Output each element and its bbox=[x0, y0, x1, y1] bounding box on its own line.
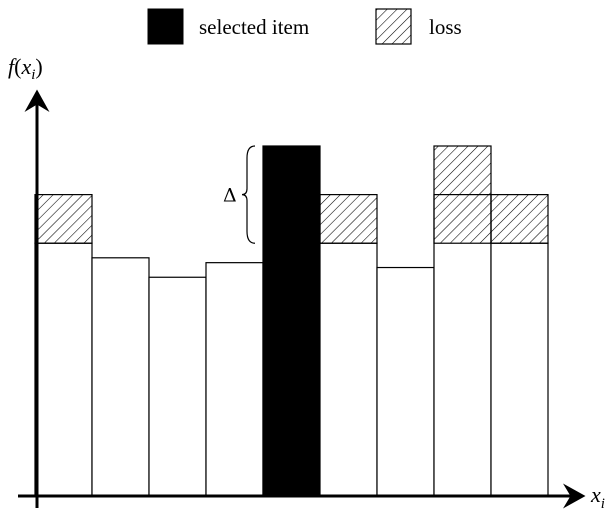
y-axis-label-var: x bbox=[20, 54, 31, 79]
y-axis-label-open-paren: ( bbox=[14, 54, 21, 79]
bar-7 bbox=[376, 266, 435, 497]
bar-9 bbox=[490, 242, 549, 497]
x-axis-label-sub: i bbox=[601, 496, 605, 512]
delta-brace bbox=[241, 145, 256, 244]
legend-label-loss: loss bbox=[429, 15, 462, 39]
legend-label-selected: selected item bbox=[199, 15, 309, 39]
bar-1 bbox=[34, 242, 93, 497]
y-axis-label-close-paren: ) bbox=[35, 54, 42, 79]
x-axis-label-var: x bbox=[590, 482, 601, 507]
loss-segment-6 bbox=[319, 194, 378, 244]
loss-segment-9 bbox=[490, 194, 549, 244]
y-axis-label-sub: i bbox=[31, 67, 35, 83]
delta-annotation: Δ bbox=[223, 145, 256, 244]
y-axis-label-func: f bbox=[8, 54, 17, 79]
bars-group bbox=[34, 145, 549, 497]
loss-segment-8 bbox=[433, 145, 492, 244]
y-axis-label: f(xi) bbox=[8, 54, 43, 83]
legend-swatch-selected bbox=[147, 8, 184, 45]
bar-3 bbox=[148, 276, 207, 497]
delta-label: Δ bbox=[223, 185, 237, 207]
legend-swatch-loss bbox=[375, 8, 412, 45]
legend: selected item loss bbox=[147, 8, 462, 45]
bar-8 bbox=[433, 194, 492, 497]
bar-2 bbox=[91, 257, 150, 497]
bar-4 bbox=[205, 262, 264, 497]
x-axis-label: xi bbox=[590, 482, 605, 512]
axes bbox=[18, 89, 586, 509]
bar-6 bbox=[319, 242, 378, 497]
loss-segment-1 bbox=[34, 194, 93, 244]
selected-bar bbox=[262, 145, 321, 497]
